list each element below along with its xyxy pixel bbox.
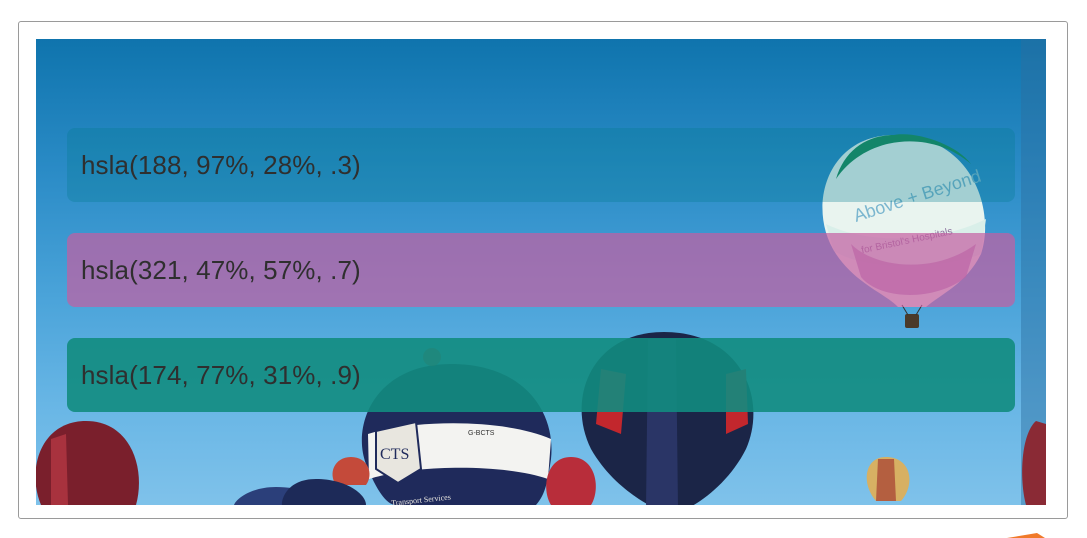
balloon-small-group (36, 421, 1046, 505)
swatch-hsla-188: hsla(188, 97%, 28%, .3) (67, 128, 1015, 202)
balloon-photo: Above + Beyond for Bristol's Hospitals C… (36, 39, 1046, 505)
swatch-hsla-321: hsla(321, 47%, 57%, .7) (67, 233, 1015, 307)
swatch-label: hsla(188, 97%, 28%, .3) (81, 149, 361, 180)
orange-corner-mark (1007, 532, 1087, 538)
swatch-hsla-174: hsla(174, 77%, 31%, .9) (67, 338, 1015, 412)
swatch-label: hsla(321, 47%, 57%, .7) (81, 254, 361, 285)
balloon-cts-text: CTS (380, 446, 409, 463)
balloon-reg-text: G-BCTS (468, 430, 495, 437)
swatch-label: hsla(174, 77%, 31%, .9) (81, 359, 361, 390)
